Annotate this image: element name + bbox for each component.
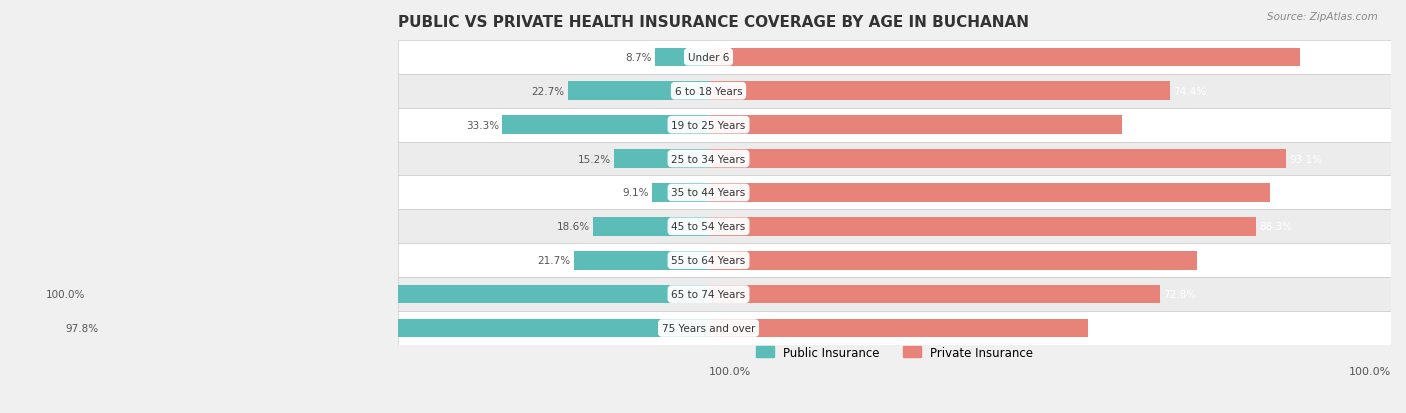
Text: Source: ZipAtlas.com: Source: ZipAtlas.com <box>1267 12 1378 22</box>
Bar <box>709 48 1299 67</box>
Bar <box>652 184 709 202</box>
Bar <box>398 311 1391 345</box>
Bar <box>709 319 1088 337</box>
Text: 19 to 25 Years: 19 to 25 Years <box>672 120 745 131</box>
Bar <box>709 251 1198 270</box>
Bar <box>709 116 1122 135</box>
Bar <box>709 218 1257 236</box>
Text: 55 to 64 Years: 55 to 64 Years <box>672 256 745 266</box>
Bar <box>614 150 709 169</box>
Text: 35 to 44 Years: 35 to 44 Years <box>672 188 745 198</box>
Text: 33.3%: 33.3% <box>465 120 499 131</box>
Bar <box>398 75 1391 109</box>
Bar <box>398 41 1391 75</box>
Text: 97.8%: 97.8% <box>66 323 98 333</box>
Bar <box>398 109 1391 142</box>
Text: 72.8%: 72.8% <box>1163 290 1197 299</box>
Legend: Public Insurance, Private Insurance: Public Insurance, Private Insurance <box>751 341 1038 363</box>
Bar <box>574 251 709 270</box>
Text: 45 to 54 Years: 45 to 54 Years <box>672 222 745 232</box>
Bar <box>502 116 709 135</box>
Bar <box>398 210 1391 244</box>
Bar <box>398 244 1391 278</box>
Text: 95.3%: 95.3% <box>1303 53 1336 63</box>
Text: 88.3%: 88.3% <box>1260 222 1292 232</box>
Bar <box>398 142 1391 176</box>
Text: 18.6%: 18.6% <box>557 222 591 232</box>
Text: 65 to 74 Years: 65 to 74 Years <box>672 290 745 299</box>
Bar <box>709 150 1286 169</box>
Text: 61.2%: 61.2% <box>1091 323 1125 333</box>
Bar <box>709 82 1170 101</box>
Bar <box>398 176 1391 210</box>
Bar <box>655 48 709 67</box>
Text: 6 to 18 Years: 6 to 18 Years <box>675 87 742 97</box>
Text: 66.7%: 66.7% <box>1125 120 1159 131</box>
Text: 74.4%: 74.4% <box>1173 87 1206 97</box>
Bar <box>709 285 1160 304</box>
Text: 93.1%: 93.1% <box>1289 154 1323 164</box>
Text: 75 Years and over: 75 Years and over <box>662 323 755 333</box>
Text: 100.0%: 100.0% <box>709 366 751 376</box>
Text: 90.5%: 90.5% <box>1272 188 1306 198</box>
Text: 25 to 34 Years: 25 to 34 Years <box>672 154 745 164</box>
Text: 78.8%: 78.8% <box>1201 256 1233 266</box>
Text: 8.7%: 8.7% <box>624 53 651 63</box>
Bar <box>398 278 1391 311</box>
Bar <box>89 285 709 304</box>
Text: 9.1%: 9.1% <box>623 188 650 198</box>
Text: Under 6: Under 6 <box>688 53 730 63</box>
Text: 22.7%: 22.7% <box>531 87 565 97</box>
Text: 100.0%: 100.0% <box>1348 366 1391 376</box>
Bar <box>568 82 709 101</box>
Bar <box>709 184 1270 202</box>
Text: 100.0%: 100.0% <box>45 290 84 299</box>
Bar <box>593 218 709 236</box>
Bar <box>101 319 709 337</box>
Text: 15.2%: 15.2% <box>578 154 612 164</box>
Text: PUBLIC VS PRIVATE HEALTH INSURANCE COVERAGE BY AGE IN BUCHANAN: PUBLIC VS PRIVATE HEALTH INSURANCE COVER… <box>398 15 1029 30</box>
Text: 21.7%: 21.7% <box>537 256 571 266</box>
